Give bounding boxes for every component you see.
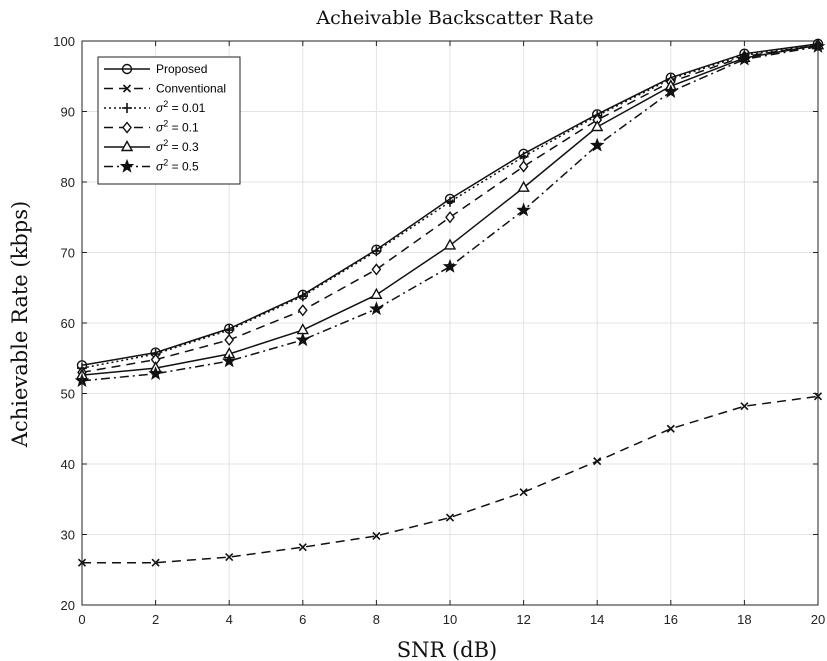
y-tick-label: 40: [61, 457, 75, 472]
legend-label: σ2 = 0.3: [156, 138, 199, 154]
legend: Proposed Conventional σ2 = 0.01 σ2 = 0.1 σ2 …: [97, 56, 241, 185]
series-line: [81, 44, 819, 374]
data-point: [445, 211, 455, 224]
x-tick-label: 0: [78, 612, 85, 627]
data-point: [225, 552, 234, 562]
legend-entry: Proposed: [104, 62, 207, 76]
data-point: [519, 488, 528, 497]
x-tick-label: 20: [811, 612, 825, 627]
data-point: [295, 332, 311, 347]
data-point: [372, 531, 381, 540]
data-point: [737, 51, 752, 66]
y-tick-label: 100: [53, 34, 75, 49]
legend-box: [97, 56, 241, 185]
legend-marker: [119, 158, 135, 173]
legend-entry: σ2 = 0.1: [104, 119, 199, 135]
data-point: [224, 333, 235, 347]
series-5: [74, 38, 826, 388]
series-line: [81, 44, 819, 369]
data-point: [371, 246, 382, 257]
legend-label: σ2 = 0.5: [156, 158, 199, 174]
x-tick-label: 18: [737, 612, 751, 627]
legend-marker: [121, 63, 133, 75]
data-point: [297, 304, 308, 317]
data-point: [663, 84, 679, 98]
x-tick-label: 14: [590, 612, 604, 627]
data-point: [298, 543, 307, 552]
data-point: [221, 353, 237, 368]
data-point: [370, 287, 383, 299]
x-tick-label: 16: [664, 612, 678, 627]
legend-label: Conventional: [156, 82, 226, 96]
legend-label: σ2 = 0.1: [156, 119, 199, 135]
data-point: [517, 180, 530, 192]
chart-title: Acheivable Backscatter Rate: [315, 7, 593, 29]
legend-marker: [122, 121, 132, 134]
series-layer: [74, 38, 826, 567]
x-tick-label: 10: [443, 612, 457, 627]
legend-label: Proposed: [156, 62, 207, 76]
x-axis-label: SNR (dB): [397, 638, 498, 661]
y-tick-label: 70: [61, 246, 75, 261]
x-tick-label: 12: [516, 612, 530, 627]
data-point: [148, 366, 163, 380]
data-point: [224, 325, 235, 336]
series-line: [81, 45, 819, 382]
x-tick-label: 4: [226, 612, 233, 627]
data-point: [593, 457, 602, 466]
series-line: [82, 395, 819, 564]
legend-label: σ2 = 0.01: [156, 99, 206, 115]
legend-entry: Conventional: [104, 82, 226, 96]
y-tick-label: 80: [61, 175, 75, 190]
data-point: [442, 258, 458, 273]
y-tick-label: 50: [61, 387, 75, 402]
legend-marker: [120, 140, 134, 152]
legend-marker: [122, 84, 132, 93]
y-tick-label: 60: [61, 316, 75, 331]
data-point: [151, 558, 160, 567]
data-point: [443, 238, 457, 250]
data-point: [518, 151, 529, 162]
ticks: 0 2 4 6 8 10 12 14 16 18 20 20 30 40 50 60 70 80 90 100: [53, 34, 825, 627]
y-tick-label: 20: [61, 598, 75, 613]
data-point: [516, 202, 531, 217]
x-tick-label: 2: [152, 612, 159, 627]
y-axis-label: Achievable Rate (kbps): [8, 201, 32, 448]
data-point: [445, 513, 455, 522]
data-point: [518, 160, 529, 173]
data-point: [589, 137, 605, 152]
legend-entry: σ2 = 0.3: [104, 138, 199, 154]
x-tick-label: 6: [299, 612, 306, 627]
legend-entry: σ2 = 0.5: [104, 158, 199, 174]
x-tick-label: 8: [373, 612, 380, 627]
legend-marker: [122, 103, 132, 113]
data-point: [591, 120, 604, 132]
data-point: [371, 263, 382, 276]
data-point: [369, 301, 384, 316]
data-point: [297, 291, 308, 302]
data-point: [666, 424, 675, 433]
y-tick-label: 90: [61, 105, 75, 120]
legend-entry: σ2 = 0.01: [104, 99, 206, 115]
data-point: [740, 402, 749, 411]
y-tick-label: 30: [61, 528, 75, 543]
data-point: [445, 196, 455, 207]
